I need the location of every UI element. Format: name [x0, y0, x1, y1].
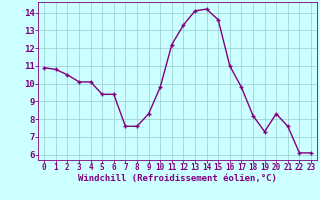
X-axis label: Windchill (Refroidissement éolien,°C): Windchill (Refroidissement éolien,°C)	[78, 174, 277, 183]
